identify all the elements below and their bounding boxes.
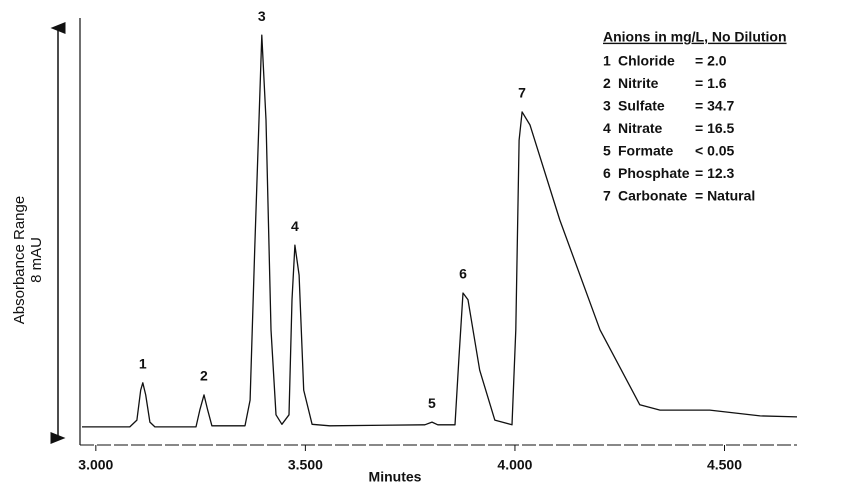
legend-anion: Nitrate (618, 120, 663, 136)
x-tick-label: 3.500 (288, 457, 323, 473)
legend-number: 3 (603, 98, 611, 114)
x-tick-label: 4.000 (497, 457, 532, 473)
legend-number: 7 (603, 188, 611, 204)
peak-label: 6 (459, 266, 467, 282)
legend-anion: Carbonate (618, 188, 687, 204)
legend-anion: Nitrite (618, 75, 659, 91)
legend-number: 5 (603, 143, 611, 159)
legend-value: = 16.5 (695, 120, 735, 136)
y-range-label: 8 mAU (28, 237, 45, 283)
x-tick-label: 4.500 (707, 457, 742, 473)
y-axis-label: Absorbance Range (11, 196, 28, 324)
trace (82, 34, 798, 428)
legend-number: 4 (603, 120, 611, 136)
legend-value: = 1.6 (695, 75, 727, 91)
legend-number: 2 (603, 75, 611, 91)
legend-title: Anions in mg/L, No Dilution (603, 29, 787, 45)
peak-label: 2 (200, 368, 208, 384)
peak-label: 7 (518, 85, 526, 101)
legend-anion: Phosphate (618, 165, 690, 181)
legend-anion: Chloride (618, 53, 675, 69)
legend-value: = 2.0 (695, 53, 727, 69)
legend-value: = Natural (695, 188, 755, 204)
legend-number: 6 (603, 165, 611, 181)
peak-label: 1 (139, 355, 147, 371)
legend-value: < 0.05 (695, 143, 735, 159)
x-tick-label: 3.000 (78, 457, 113, 473)
legend-anion: Sulfate (618, 98, 665, 114)
legend-anion: Formate (618, 143, 673, 159)
x-axis-label: Minutes (369, 469, 422, 485)
legend-value: = 12.3 (695, 165, 735, 181)
peak-label: 3 (258, 8, 266, 24)
peak-label: 5 (428, 395, 436, 411)
legend-number: 1 (603, 53, 611, 69)
legend-value: = 34.7 (695, 98, 735, 114)
peak-label: 4 (291, 218, 299, 234)
